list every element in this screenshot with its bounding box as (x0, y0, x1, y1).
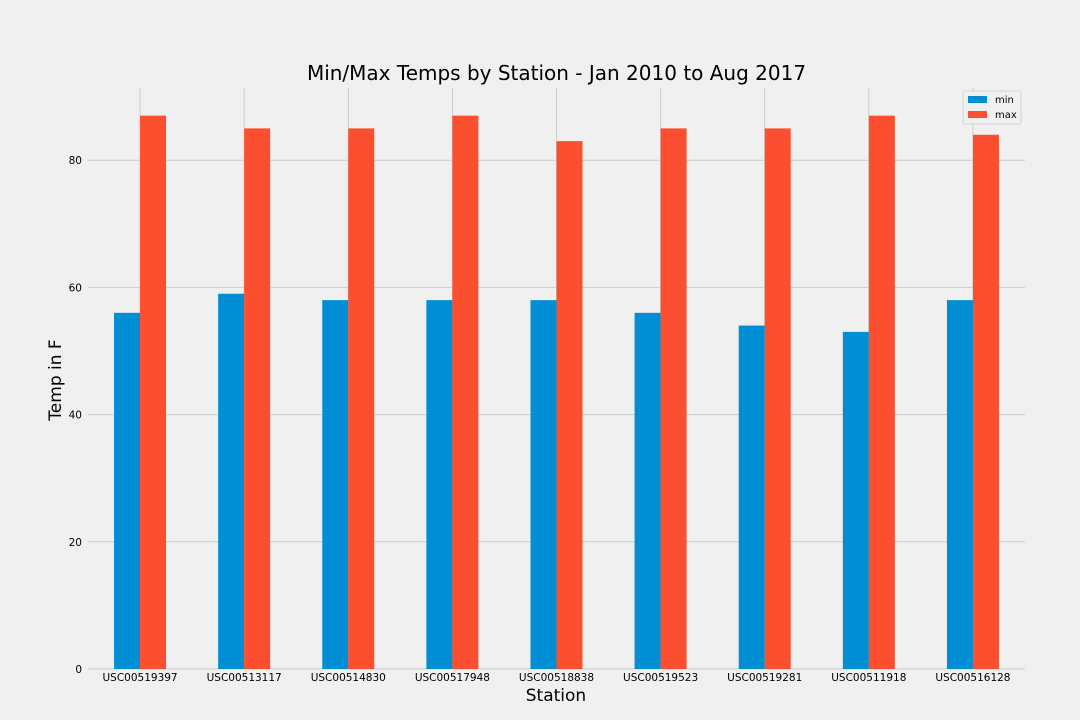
bar-max (972, 134, 999, 669)
x-tick-label: USC00519523 (623, 672, 698, 684)
bars-layer (114, 115, 999, 670)
x-tick-label: USC00513117 (207, 672, 282, 684)
y-tick-label: 60 (69, 282, 82, 294)
x-tick-label: USC00514830 (311, 672, 386, 684)
x-axis-label: Station (526, 686, 586, 706)
bar-min (634, 312, 661, 669)
legend-swatch-min (968, 96, 987, 103)
legend-label-min: min (995, 95, 1014, 106)
bar-min (114, 312, 141, 669)
chart-title: Min/Max Temps by Station - Jan 2010 to A… (307, 61, 806, 85)
ticks-layer: 0 20 40 60 80 USC00519397 USC00513117 USC005148… (69, 155, 1011, 684)
bar-min (530, 300, 557, 669)
legend: min max (962, 90, 1022, 125)
x-tick-label: USC00518838 (519, 672, 594, 684)
legend-swatch-max (968, 111, 987, 118)
x-tick-label: USC00519397 (102, 672, 177, 684)
bar-max (348, 128, 375, 670)
bar-max (556, 141, 583, 669)
bar-max (244, 128, 271, 670)
x-tick-label: USC00517948 (415, 672, 490, 684)
bar-max (868, 115, 895, 669)
y-axis-label: Temp in F (46, 339, 66, 421)
bar-max (764, 128, 791, 670)
bar-max (140, 115, 167, 669)
y-tick-label: 40 (69, 410, 82, 422)
legend-label-max: max (995, 110, 1017, 121)
x-tick-label: USC00516128 (935, 672, 1010, 684)
bar-min (218, 293, 245, 669)
y-tick-label: 0 (75, 664, 82, 676)
bar-min (738, 325, 765, 669)
bar-min (322, 300, 349, 669)
bar-min (946, 300, 973, 669)
x-tick-label: USC00511918 (831, 672, 906, 684)
y-tick-label: 80 (69, 155, 82, 167)
x-tick-label: USC00519281 (727, 672, 802, 684)
bar-min (842, 331, 869, 669)
bar-min (426, 300, 453, 669)
bar-max (660, 128, 687, 670)
bar-max (452, 115, 479, 669)
y-tick-label: 20 (69, 537, 82, 549)
